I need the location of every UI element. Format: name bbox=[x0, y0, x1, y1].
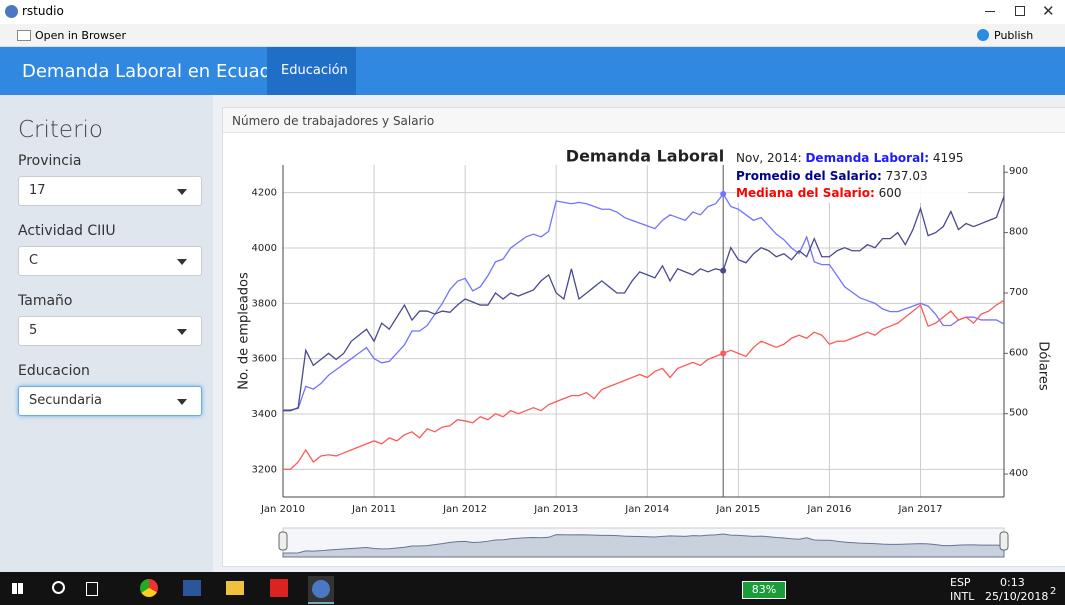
select-box[interactable]: 17 bbox=[18, 176, 202, 206]
tab-active[interactable]: Educación bbox=[267, 47, 356, 95]
series-line bbox=[283, 192, 1005, 411]
panel-title: Número de trabajadores y Salario bbox=[232, 114, 435, 128]
app-title: Demanda Laboral en Ecuador bbox=[22, 61, 290, 82]
open-in-browser[interactable]: Open in Browser bbox=[35, 29, 126, 42]
app-icon bbox=[5, 5, 18, 18]
tooltip-name: Demanda Laboral: bbox=[805, 151, 930, 165]
pdf-icon[interactable] bbox=[270, 579, 288, 597]
browser-icon bbox=[17, 30, 31, 41]
tooltip: Nov, 2014: Demanda Laboral: 4195 Promedi… bbox=[736, 150, 968, 203]
tooltip-date: Nov, 2014: bbox=[736, 151, 802, 165]
range-handle[interactable] bbox=[278, 531, 288, 551]
y2-tick-label: 500 bbox=[1009, 408, 1028, 419]
close[interactable]: ✕ bbox=[1042, 2, 1055, 20]
hover-point bbox=[720, 350, 727, 357]
word-icon[interactable] bbox=[183, 580, 201, 596]
notification-count[interactable]: 2 bbox=[1050, 586, 1057, 597]
tooltip-name: Mediana del Salario: bbox=[736, 186, 875, 200]
navbar: Demanda Laboral en Ecuador Educación bbox=[0, 47, 1065, 95]
y2-tick-label: 900 bbox=[1009, 166, 1028, 177]
input-label: Provincia bbox=[18, 153, 82, 169]
x-tick-label: Jan 2017 bbox=[897, 504, 942, 515]
chart-title: Demanda Laboral bbox=[566, 147, 724, 166]
y-axis-title: No. de empleados bbox=[237, 272, 252, 390]
chart: Demanda Laboral No. de empleados Dólares… bbox=[237, 147, 1051, 558]
y2-tick-label: 800 bbox=[1009, 227, 1028, 238]
x-tick-label: Jan 2015 bbox=[715, 504, 760, 515]
x-tick-label: Jan 2016 bbox=[806, 504, 851, 515]
hover-point bbox=[720, 191, 727, 198]
y-tick-label: 4000 bbox=[252, 243, 277, 254]
rstudio-task[interactable] bbox=[308, 576, 334, 604]
clock-date[interactable]: 25/10/2018 bbox=[985, 590, 1049, 603]
chrome-icon[interactable] bbox=[140, 579, 158, 597]
x-tick-label: Jan 2011 bbox=[351, 504, 396, 515]
battery[interactable]: 83% bbox=[742, 581, 786, 599]
y-tick-label: 3200 bbox=[252, 464, 277, 475]
publish-icon bbox=[977, 29, 989, 41]
y2-tick-label: 400 bbox=[1009, 468, 1028, 479]
x-tick-label: Jan 2013 bbox=[533, 504, 578, 515]
range-area bbox=[282, 533, 1005, 558]
sidebar-title: Criterio bbox=[18, 117, 103, 143]
tab-label: Educación bbox=[281, 63, 348, 78]
y-tick-label: 3400 bbox=[252, 409, 277, 420]
keyboard-layout[interactable]: INTL bbox=[950, 590, 975, 603]
explorer-icon[interactable] bbox=[226, 581, 244, 595]
select-value: 17 bbox=[29, 183, 46, 198]
input-label: Actividad CIIU bbox=[18, 223, 116, 239]
select-box[interactable]: 5 bbox=[18, 316, 202, 346]
taskbar: 83% ESP INTL 0:13 25/10/2018 2 bbox=[0, 572, 1065, 605]
y-tick-label: 3800 bbox=[252, 298, 277, 309]
y2-tick-label: 600 bbox=[1009, 347, 1028, 358]
select-box[interactable]: Secundaria bbox=[18, 386, 202, 416]
y2-axis-title: Dólares bbox=[1036, 341, 1051, 391]
select-value: C bbox=[29, 253, 39, 268]
window-title: rstudio bbox=[22, 4, 64, 18]
select-value: Secundaria bbox=[29, 393, 103, 408]
input-label: Educacion bbox=[18, 363, 90, 379]
input-label: Tamaño bbox=[18, 293, 73, 309]
publish-button[interactable]: Publish bbox=[994, 29, 1034, 42]
tooltip-name: Promedio del Salario: bbox=[736, 168, 882, 183]
search-button[interactable] bbox=[52, 581, 65, 594]
hover-point bbox=[720, 267, 727, 274]
y-tick-label: 3600 bbox=[252, 354, 277, 365]
y-tick-label: 4200 bbox=[252, 188, 277, 199]
maximize[interactable] bbox=[1015, 6, 1025, 16]
panel-header: Número de trabajadores y Salario bbox=[223, 108, 1065, 133]
series-line bbox=[283, 299, 1005, 470]
select-value: 5 bbox=[29, 323, 38, 338]
range-handle[interactable] bbox=[999, 531, 1009, 551]
select-box[interactable]: C bbox=[18, 246, 202, 276]
x-tick-label: Jan 2010 bbox=[260, 504, 305, 515]
title-bar: rstudio ✕ bbox=[0, 0, 1065, 24]
toolbar: Open in Browser Publish bbox=[0, 24, 1065, 47]
start-button[interactable] bbox=[12, 583, 23, 594]
sidebar: Criterio Provincia 17 Actividad CIIU C Tamañ… bbox=[0, 95, 213, 572]
task-view[interactable] bbox=[86, 582, 98, 596]
x-tick-label: Jan 2012 bbox=[442, 504, 487, 515]
input-language[interactable]: ESP bbox=[950, 576, 971, 589]
x-tick-label: Jan 2014 bbox=[624, 504, 669, 515]
tooltip-value: 737.03 bbox=[885, 168, 928, 183]
tooltip-value: 4195 bbox=[932, 151, 964, 165]
minimize[interactable] bbox=[985, 11, 995, 12]
y2-tick-label: 700 bbox=[1009, 287, 1028, 298]
series-line bbox=[283, 196, 1005, 412]
clock-time[interactable]: 0:13 bbox=[1000, 576, 1025, 589]
tooltip-value: 600 bbox=[878, 186, 902, 200]
